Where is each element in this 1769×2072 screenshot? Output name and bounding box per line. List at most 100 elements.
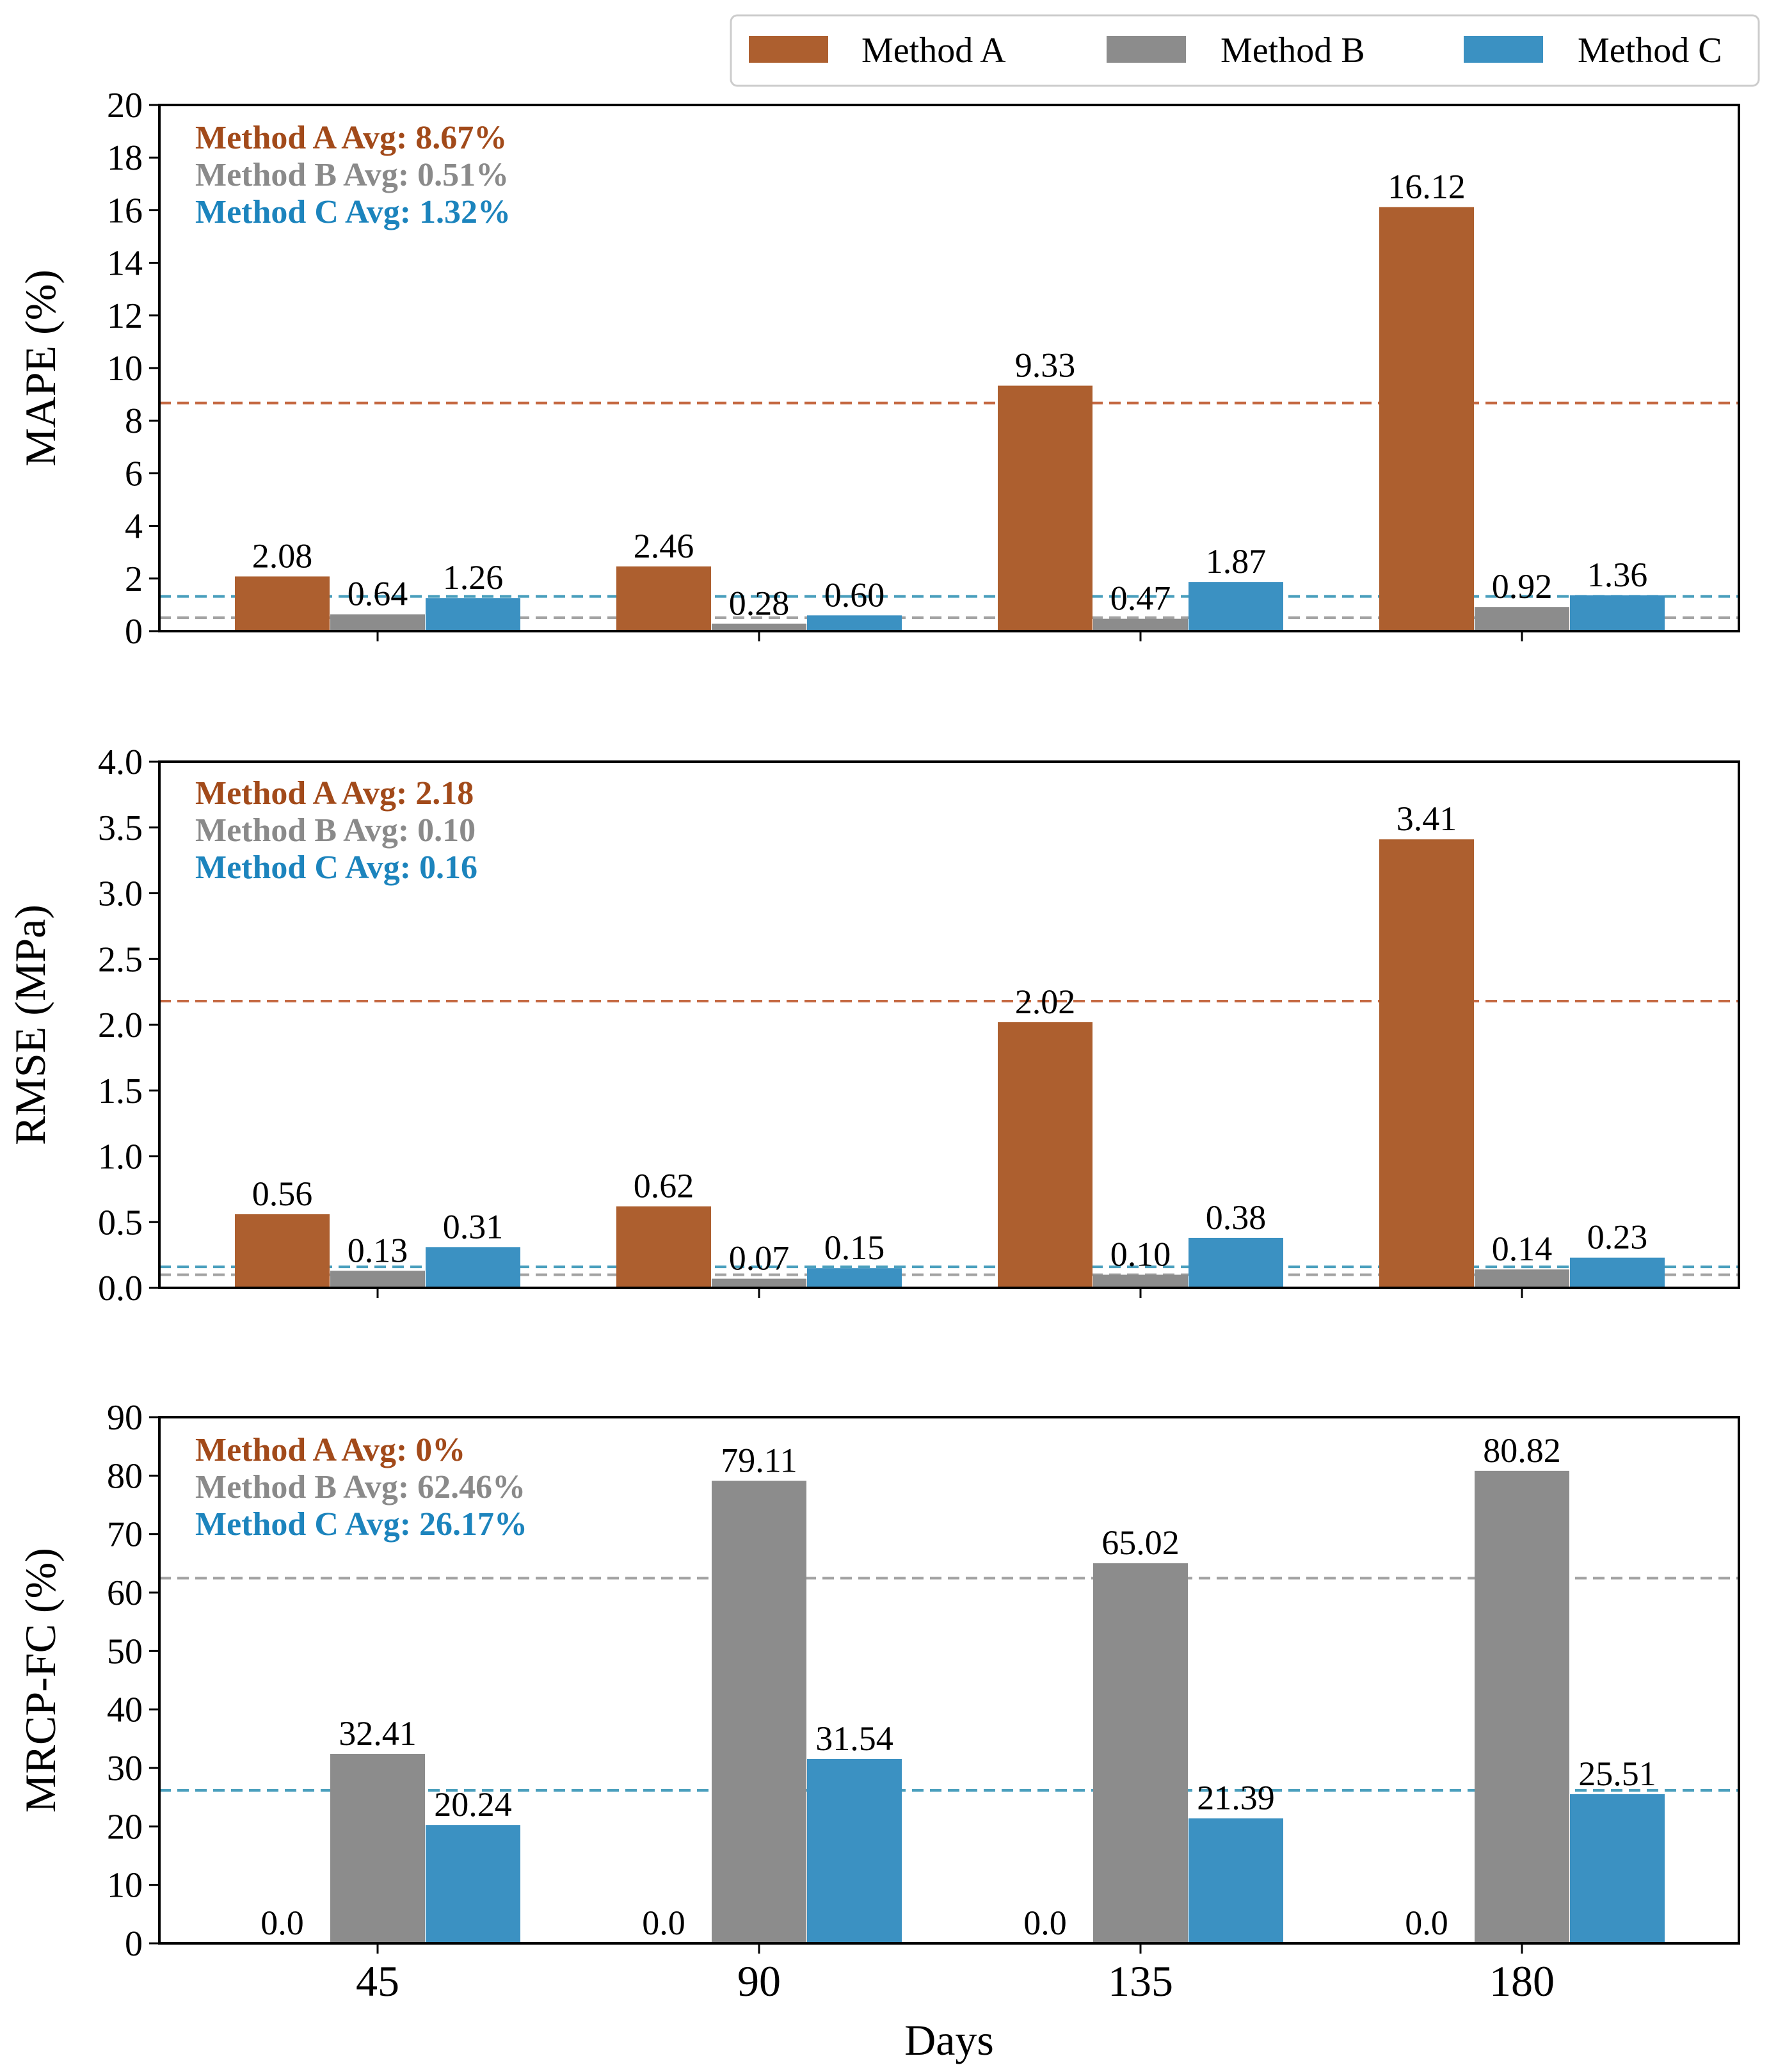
y-tick-label: 1.5 xyxy=(98,1072,143,1111)
y-tick-label: 30 xyxy=(107,1749,143,1788)
y-tick-label: 60 xyxy=(107,1573,143,1613)
x-tick-label: 180 xyxy=(1489,1957,1555,2005)
legend-label-method-c: Method C xyxy=(1578,31,1722,70)
bar-method-c-180 xyxy=(1570,1794,1665,1943)
data-label-method-c-135: 0.38 xyxy=(1206,1198,1267,1237)
bar-method-b-180 xyxy=(1475,1269,1569,1288)
data-label-method-b-90: 0.28 xyxy=(729,584,790,622)
bar-method-b-90 xyxy=(712,623,806,631)
bar-method-c-90 xyxy=(807,1758,902,1943)
data-label-method-a-135: 0.0 xyxy=(1023,1904,1067,1942)
plot-frame xyxy=(158,760,1740,1289)
y-tick-label: 20 xyxy=(107,86,143,125)
y-tick-label: 14 xyxy=(107,244,143,284)
data-label-method-a-45: 2.08 xyxy=(252,537,313,575)
y-axis-label: MRCP-FC (%) xyxy=(16,1548,65,1813)
bar-method-b-135 xyxy=(1093,1274,1188,1288)
bar-method-c-180 xyxy=(1570,595,1665,631)
x-tick-label: 90 xyxy=(737,1957,781,2005)
y-tick-label: 20 xyxy=(107,1807,143,1847)
data-label-method-c-180: 0.23 xyxy=(1587,1218,1648,1257)
y-tick-label: 2.0 xyxy=(98,1006,143,1045)
y-tick-label: 6 xyxy=(125,454,143,494)
y-tick-label: 2.5 xyxy=(98,940,143,979)
data-label-method-b-180: 0.92 xyxy=(1492,567,1553,606)
bar-method-c-135 xyxy=(1189,1237,1283,1288)
avg-annotation-method-b: Method B Avg: 0.10 xyxy=(195,812,476,849)
legend: Method A Method B Method C xyxy=(730,14,1760,87)
bar-method-c-135 xyxy=(1189,582,1283,631)
bar-method-a-45 xyxy=(235,1214,330,1288)
bar-method-c-90 xyxy=(807,1268,902,1288)
bar-method-a-90 xyxy=(616,1206,711,1288)
data-label-method-c-90: 0.15 xyxy=(824,1228,885,1267)
plot-frame xyxy=(158,1416,1740,1945)
y-tick-label: 0.0 xyxy=(98,1269,143,1308)
y-tick-label: 70 xyxy=(107,1515,143,1555)
bar-method-c-45 xyxy=(426,1825,520,1943)
legend-swatch-method-a xyxy=(749,36,828,63)
data-label-method-c-180: 1.36 xyxy=(1587,556,1648,594)
x-tick-label: 135 xyxy=(1108,1957,1173,2005)
bar-method-a-180 xyxy=(1379,207,1474,631)
y-tick-label: 4 xyxy=(125,507,143,547)
plot-frame xyxy=(158,104,1740,632)
y-tick-label: 0 xyxy=(125,1924,143,1964)
bars xyxy=(330,1470,1665,1943)
y-tick-label: 80 xyxy=(107,1456,143,1496)
data-label-method-b-45: 0.64 xyxy=(348,575,408,613)
data-label-method-a-45: 0.0 xyxy=(260,1904,304,1942)
bar-method-b-45 xyxy=(330,614,425,631)
data-label-method-b-45: 0.13 xyxy=(348,1231,408,1269)
y-tick-label: 50 xyxy=(107,1632,143,1671)
avg-annotation-method-b: Method B Avg: 62.46% xyxy=(195,1469,525,1506)
bar-method-c-180 xyxy=(1570,1257,1665,1288)
bar-method-b-45 xyxy=(330,1753,425,1943)
data-label-method-b-135: 0.47 xyxy=(1110,579,1171,618)
y-tick-label: 3.0 xyxy=(98,874,143,914)
legend-label-method-b: Method B xyxy=(1221,31,1365,70)
y-ticks: 0 10 20 30 40 50 60 70 80 90 xyxy=(107,1398,159,1964)
data-label-method-a-90: 0.0 xyxy=(642,1904,685,1942)
bar-method-b-180 xyxy=(1475,607,1569,631)
data-label-method-b-45: 32.41 xyxy=(339,1714,417,1753)
bar-method-b-135 xyxy=(1093,1563,1188,1943)
y-axis-label: RMSE (MPa) xyxy=(6,904,54,1145)
data-label-method-a-135: 2.02 xyxy=(1015,983,1076,1021)
data-label-method-b-135: 65.02 xyxy=(1101,1523,1180,1562)
data-label-method-c-90: 0.60 xyxy=(824,575,885,614)
avg-annotation-method-c: Method C Avg: 1.32% xyxy=(195,194,511,230)
bar-method-a-135 xyxy=(998,385,1093,631)
legend-swatch-method-b xyxy=(1107,36,1186,63)
y-tick-label: 3.5 xyxy=(98,808,143,848)
data-label-method-b-135: 0.10 xyxy=(1110,1235,1171,1273)
y-tick-label: 4.0 xyxy=(98,743,143,782)
bar-method-a-135 xyxy=(998,1022,1093,1288)
legend-label-method-a: Method A xyxy=(861,31,1006,70)
x-axis-label: Days xyxy=(904,2016,994,2064)
bar-method-b-135 xyxy=(1093,618,1188,631)
panel-mape: 2.08 2.46 9.33 16.12 0.64 0.28 0.47 0.92 1.26 0.6… xyxy=(16,86,1740,652)
y-tick-label: 18 xyxy=(107,138,143,178)
data-label-method-b-90: 0.07 xyxy=(729,1239,790,1278)
avg-annotation-method-c: Method C Avg: 26.17% xyxy=(195,1506,527,1543)
data-label-method-a-180: 16.12 xyxy=(1388,167,1466,205)
bar-method-a-90 xyxy=(616,566,711,631)
data-label-method-c-45: 20.24 xyxy=(434,1785,512,1824)
legend-swatch-method-c xyxy=(1464,36,1543,63)
y-tick-label: 0.5 xyxy=(98,1203,143,1242)
y-tick-label: 10 xyxy=(107,349,143,389)
bar-method-b-45 xyxy=(330,1271,425,1288)
panel-mrcp-fc: 0.0 0.0 0.0 0.0 32.41 79.11 65.02 80.82 20.24 31.… xyxy=(16,1398,1740,2064)
bar-method-c-45 xyxy=(426,598,520,631)
bar-method-c-45 xyxy=(426,1247,520,1288)
bar-method-c-135 xyxy=(1189,1818,1283,1943)
data-label-method-c-45: 1.26 xyxy=(443,558,504,597)
y-tick-label: 40 xyxy=(107,1691,143,1730)
y-tick-label: 0 xyxy=(125,612,143,652)
avg-annotation-method-a: Method A Avg: 8.67% xyxy=(195,120,507,156)
bars xyxy=(235,839,1665,1288)
data-labels: 2.08 2.46 9.33 16.12 0.64 0.28 0.47 0.92 1.26 0.6… xyxy=(252,167,1648,622)
